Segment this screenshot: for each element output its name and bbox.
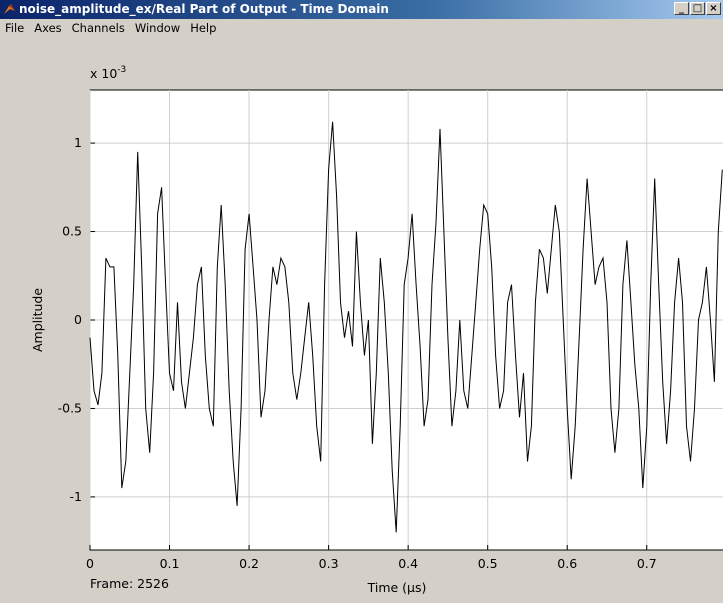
y-tick-label: -0.5 xyxy=(58,400,82,415)
menu-item[interactable]: Axes xyxy=(34,21,62,35)
signal-line xyxy=(89,121,723,533)
y-multiplier: x 10-3 xyxy=(90,65,126,81)
x-tick-label: 0.2 xyxy=(239,556,259,571)
window-buttons: _ □ × xyxy=(673,2,721,15)
y-tick-label: 0.5 xyxy=(62,224,82,239)
menu-item[interactable]: Channels xyxy=(71,21,125,35)
maximize-button[interactable]: □ xyxy=(690,2,705,15)
x-tick-label: 0.1 xyxy=(160,556,180,571)
x-tick-label: 0.4 xyxy=(398,556,418,571)
menu-item[interactable]: Window xyxy=(134,21,181,35)
x-tick-label: 0.3 xyxy=(319,556,339,571)
multiplier-exponent: -3 xyxy=(117,65,126,75)
x-tick-label: 0 xyxy=(86,556,94,571)
y-tick-label: 1 xyxy=(74,135,82,150)
y-tick-label: 0 xyxy=(74,312,82,327)
app-icon xyxy=(4,4,15,14)
close-button[interactable]: × xyxy=(706,2,721,15)
window-title: noise_amplitude_ex/Real Part of Output -… xyxy=(19,2,389,16)
menu-item[interactable]: Help xyxy=(190,21,217,35)
menu-item[interactable]: File xyxy=(5,21,25,35)
minimize-button[interactable]: _ xyxy=(674,2,689,15)
x-tick-label: 0.7 xyxy=(637,556,657,571)
title-bar: noise_amplitude_ex/Real Part of Output -… xyxy=(0,0,723,19)
y-axis-label: Amplitude xyxy=(30,288,45,352)
frame-label: Frame: 2526 xyxy=(90,576,169,591)
multiplier-base: x 10 xyxy=(90,66,117,81)
chart: -1 -0.5 0 0.5 1 0 0.1 0.2 0.3 0.4 0.5 0.6 0.7 x 10-3 A… xyxy=(30,65,723,595)
x-tick-label: 0.6 xyxy=(557,556,577,571)
y-tick-label: -1 xyxy=(70,489,82,504)
x-tick-label: 0.5 xyxy=(478,556,498,571)
menu-bar: File Axes Channels Window Help xyxy=(0,19,723,38)
x-axis-label: Time (µs) xyxy=(367,580,427,595)
